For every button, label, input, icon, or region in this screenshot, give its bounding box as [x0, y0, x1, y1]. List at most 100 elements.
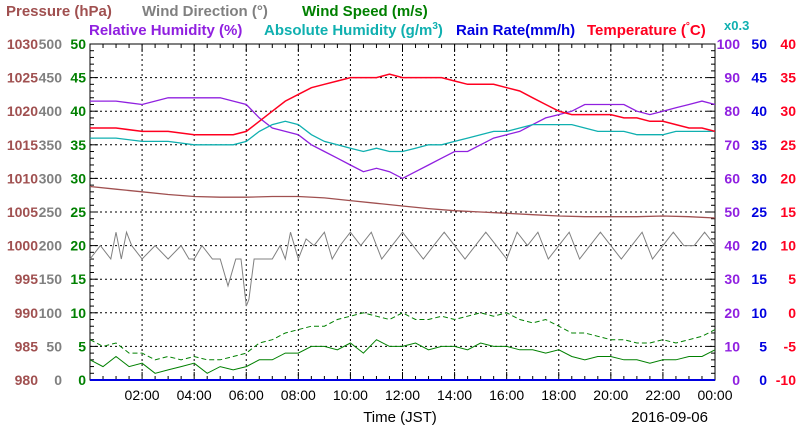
- y-tick-label-wind-direction: 250: [39, 204, 63, 220]
- x-tick-label: 20:00: [593, 387, 628, 403]
- y-axis-labels: 1030102510201015101010051000995990985980…: [7, 36, 796, 388]
- y-tick-label-wind-direction: 100: [39, 305, 63, 321]
- y-tick-label-wind-speed: 10: [70, 305, 86, 321]
- legend-temperature: Temperature (°C): [587, 21, 706, 39]
- x-tick-label: 10:00: [333, 387, 368, 403]
- y-tick-label-temperature: 15: [780, 204, 796, 220]
- series-line-wind-speed: [89, 339, 716, 374]
- y-tick-label-relative-humidity: 30: [724, 271, 740, 287]
- y-tick-label-rain-rate: 5: [759, 338, 767, 354]
- x-axis-labels: 02:00 04:00 06:00 08:00 10:00 12:00 14:00 16:00…: [125, 387, 733, 403]
- y-tick-label-pressure: 990: [15, 305, 39, 321]
- x-axis-title: Time (JST): [363, 409, 437, 426]
- y-tick-label-temperature: -5: [784, 338, 797, 354]
- y-tick-label-relative-humidity: 70: [724, 137, 740, 153]
- y-tick-label-rain-rate: 0: [759, 372, 767, 388]
- y-tick-label-rain-rate: 20: [751, 238, 767, 254]
- y-tick-label-wind-direction: 500: [39, 36, 63, 52]
- y-tick-label-temperature: 30: [780, 103, 796, 119]
- y-tick-label-wind-speed: 5: [78, 338, 86, 354]
- series-line-relative-humidity: [90, 97, 716, 180]
- legend-relative-humidity: Relative Humidity (%): [89, 22, 242, 39]
- y-tick-label-rain-rate: 40: [751, 103, 767, 119]
- y-tick-label-wind-speed: 25: [70, 204, 86, 220]
- y-tick-label-wind-direction: 0: [54, 372, 62, 388]
- grid-lines: [90, 44, 715, 380]
- y-tick-label-rain-rate: 45: [751, 70, 767, 86]
- series-line-temperature: [90, 73, 716, 136]
- x-tick-label: 02:00: [125, 387, 160, 403]
- x-tick-label: 04:00: [177, 387, 212, 403]
- y-tick-label-pressure: 1010: [7, 170, 38, 186]
- y-tick-label-pressure: 985: [15, 338, 39, 354]
- x-tick-label: 08:00: [281, 387, 316, 403]
- legend-wind-speed: Wind Speed (m/s): [302, 3, 428, 20]
- y-tick-label-wind-direction: 350: [39, 137, 63, 153]
- y-tick-label-wind-direction: 300: [39, 170, 63, 186]
- y-tick-label-wind-speed: 20: [70, 238, 86, 254]
- y-tick-label-wind-speed: 40: [70, 103, 86, 119]
- y-tick-label-relative-humidity: 50: [724, 204, 740, 220]
- y-tick-label-wind-direction: 400: [39, 103, 63, 119]
- y-tick-label-relative-humidity: 0: [732, 372, 740, 388]
- series-line-absolute-humidity: [90, 120, 715, 153]
- y-tick-label-temperature: 25: [780, 137, 796, 153]
- date-label: 2016-09-06: [631, 409, 708, 426]
- y-tick-label-pressure: 1030: [7, 36, 38, 52]
- legend-rain-multiplier: x0.3: [724, 18, 749, 33]
- y-tick-label-pressure: 995: [15, 271, 39, 287]
- y-tick-label-pressure: 1015: [7, 137, 38, 153]
- y-tick-label-temperature: -10: [776, 372, 796, 388]
- series-line-wind-direction: [89, 230, 716, 307]
- x-tick-label: 00:00: [697, 387, 732, 403]
- y-tick-label-wind-direction: 450: [39, 70, 63, 86]
- y-tick-label-rain-rate: 50: [751, 36, 767, 52]
- legend-absolute-humidity: Absolute Humidity (g/m3): [264, 21, 443, 39]
- data-series: [89, 73, 716, 381]
- y-tick-label-temperature: 5: [788, 271, 796, 287]
- y-tick-label-wind-direction: 50: [46, 338, 62, 354]
- y-tick-label-pressure: 1005: [7, 204, 38, 220]
- y-tick-label-wind-direction: 150: [39, 271, 63, 287]
- y-tick-label-temperature: 35: [780, 70, 796, 86]
- y-tick-label-temperature: 0: [788, 305, 796, 321]
- y-tick-label-wind-direction: 200: [39, 238, 63, 254]
- y-tick-label-rain-rate: 15: [751, 271, 767, 287]
- y-tick-label-relative-humidity: 100: [717, 36, 741, 52]
- y-tick-label-wind-speed: 50: [70, 36, 86, 52]
- y-tick-label-pressure: 980: [15, 372, 39, 388]
- x-tick-label: 12:00: [385, 387, 420, 403]
- series-line-wind-gust: [89, 312, 716, 361]
- x-tick-label: 14:00: [437, 387, 472, 403]
- y-tick-label-relative-humidity: 80: [724, 103, 740, 119]
- y-tick-label-relative-humidity: 90: [724, 70, 740, 86]
- y-tick-label-wind-speed: 45: [70, 70, 86, 86]
- y-tick-label-wind-speed: 15: [70, 271, 86, 287]
- y-tick-label-wind-speed: 30: [70, 170, 86, 186]
- x-tick-label: 16:00: [489, 387, 524, 403]
- x-tick-label: 18:00: [541, 387, 576, 403]
- legend-wind-direction: Wind Direction (°): [142, 3, 268, 20]
- y-tick-label-relative-humidity: 60: [724, 170, 740, 186]
- y-tick-label-temperature: 40: [780, 36, 796, 52]
- y-tick-label-wind-speed: 35: [70, 137, 86, 153]
- series-line-pressure: [89, 185, 716, 219]
- y-tick-label-temperature: 10: [780, 238, 796, 254]
- x-tick-label: 06:00: [229, 387, 264, 403]
- y-tick-label-relative-humidity: 20: [724, 305, 740, 321]
- legend-rain-rate: Rain Rate(mm/h): [456, 22, 575, 39]
- x-tick-label: 22:00: [645, 387, 680, 403]
- y-tick-label-relative-humidity: 40: [724, 238, 740, 254]
- legend-pressure: Pressure (hPa): [6, 3, 112, 20]
- y-tick-label-rain-rate: 10: [751, 305, 767, 321]
- y-tick-label-pressure: 1025: [7, 70, 38, 86]
- y-tick-label-relative-humidity: 10: [724, 338, 740, 354]
- y-tick-label-pressure: 1000: [7, 238, 38, 254]
- y-tick-label-wind-speed: 0: [78, 372, 86, 388]
- y-tick-label-pressure: 1020: [7, 103, 38, 119]
- y-tick-label-rain-rate: 25: [751, 204, 767, 220]
- y-tick-label-rain-rate: 30: [751, 170, 767, 186]
- y-tick-label-rain-rate: 35: [751, 137, 767, 153]
- y-tick-label-temperature: 20: [780, 170, 796, 186]
